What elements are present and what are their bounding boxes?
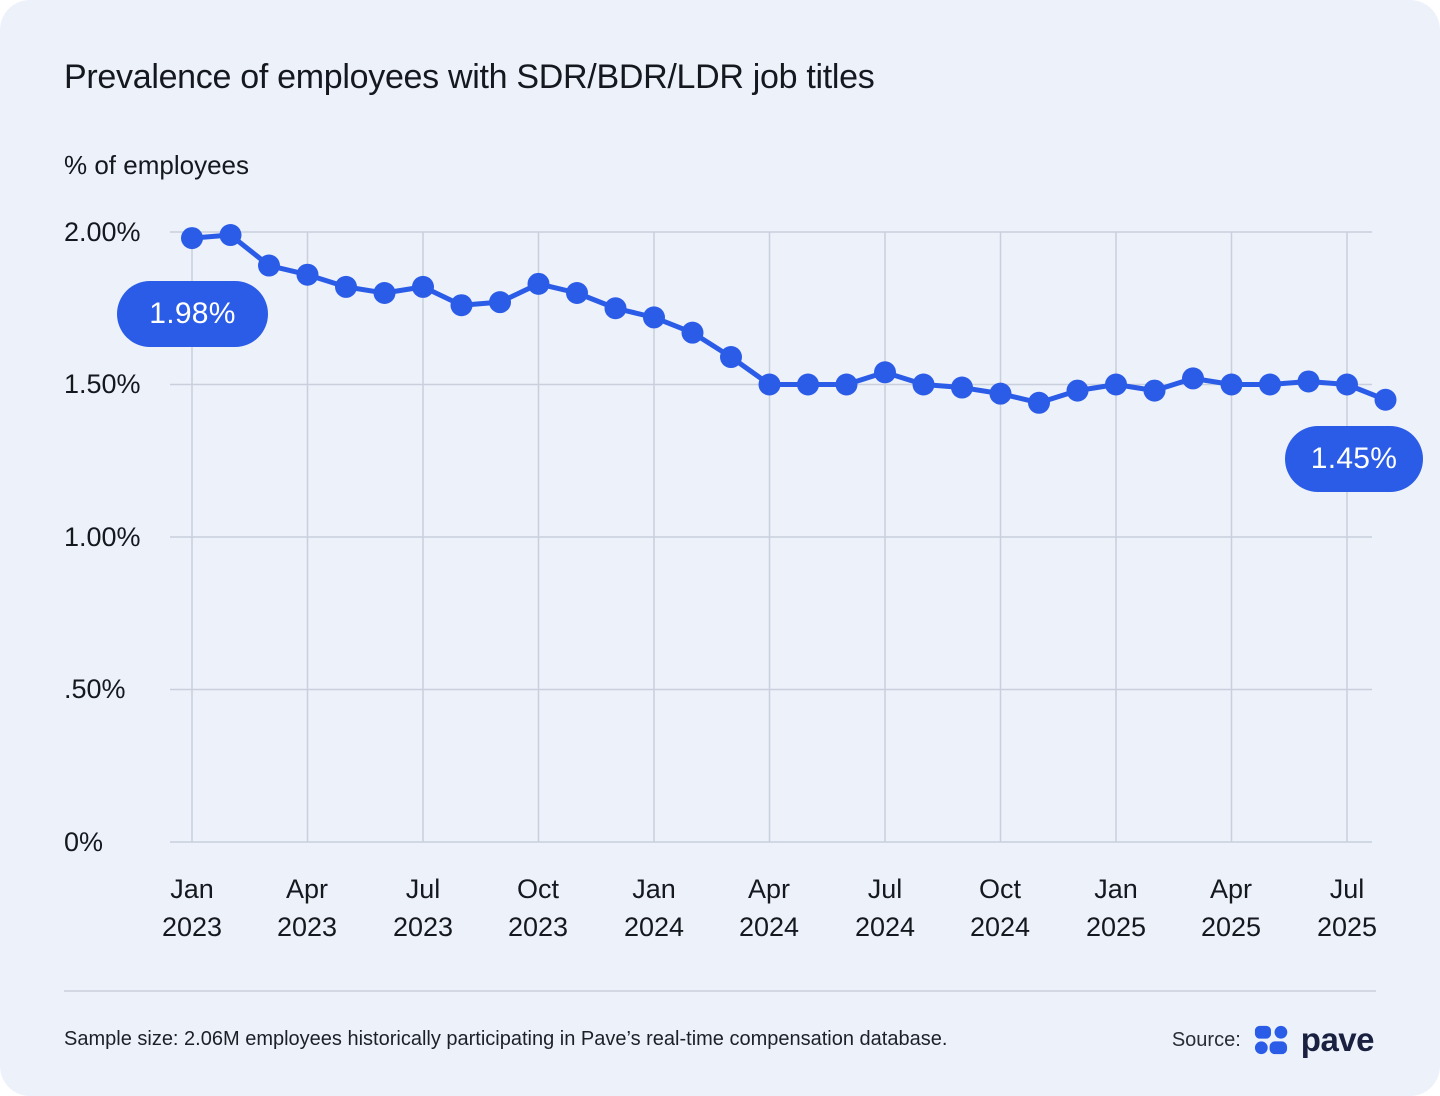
- x-tick-label: Jan 2023: [161, 874, 223, 942]
- page-title: Prevalence of employees with SDR/BDR/LDR…: [64, 58, 875, 96]
- y-axis-unit-label: % of employees: [64, 150, 249, 180]
- x-tick-label: Jul 2024: [854, 874, 916, 942]
- data-label-first-value: 1.98%: [117, 281, 268, 347]
- data-point: [1297, 370, 1320, 393]
- data-point: [1105, 373, 1127, 396]
- data-point: [527, 272, 550, 295]
- data-point: [912, 373, 935, 396]
- x-tick-label: Jan 2025: [1085, 874, 1147, 942]
- data-point: [874, 361, 896, 384]
- data-point: [1336, 373, 1358, 396]
- data-point: [720, 346, 742, 369]
- data-point: [219, 224, 242, 247]
- data-point: [1259, 373, 1281, 396]
- data-point: [1374, 388, 1397, 411]
- data-point: [181, 227, 203, 250]
- data-point: [797, 373, 819, 396]
- data-point: [296, 263, 319, 286]
- y-tick-label: 1.50%: [64, 369, 141, 399]
- data-point: [258, 254, 280, 277]
- data-point: [1143, 379, 1166, 402]
- data-point: [1182, 367, 1204, 390]
- data-point: [412, 275, 434, 298]
- data-point: [450, 294, 473, 317]
- data-label-last-value: 1.45%: [1285, 426, 1423, 492]
- x-tick-label: Jan 2024: [623, 874, 685, 942]
- brand-wordmark: pave: [1300, 1021, 1375, 1058]
- x-tick-label: Oct 2024: [969, 874, 1031, 942]
- y-tick-label: 2.00%: [64, 217, 141, 247]
- data-point: [489, 291, 511, 314]
- data-point: [373, 282, 396, 304]
- data-point: [1028, 391, 1050, 414]
- gridlines: [170, 231, 1372, 843]
- data-point: [835, 373, 858, 396]
- y-tick-label: 1.00%: [64, 522, 141, 552]
- x-tick-label: Apr 2023: [276, 874, 338, 942]
- data-point: [951, 376, 973, 399]
- x-tick-label: Apr 2025: [1200, 874, 1262, 942]
- data-point: [681, 321, 704, 344]
- data-point: [335, 275, 357, 298]
- source-label: Source:: [1171, 1028, 1241, 1051]
- data-point: [643, 306, 665, 329]
- pave-logo-icon: [1254, 1025, 1288, 1055]
- data-point: [604, 297, 627, 320]
- data-point: [1066, 379, 1089, 402]
- x-tick-label: Jul 2023: [392, 874, 454, 942]
- x-tick-label: Jul 2025: [1316, 874, 1378, 942]
- data-point: [989, 382, 1012, 405]
- data-point: [758, 373, 781, 396]
- x-tick-label: Oct 2023: [507, 874, 569, 942]
- data-point: [1220, 373, 1243, 396]
- data-point: [566, 282, 588, 304]
- footer-divider: [64, 990, 1376, 992]
- y-tick-label: .50%: [64, 674, 126, 704]
- source-attribution: Source: pave: [1171, 1018, 1375, 1062]
- y-tick-label: 0%: [64, 827, 104, 857]
- x-tick-label: Apr 2024: [738, 874, 800, 942]
- trend-line: [189, 232, 1388, 406]
- sample-size-note: Sample size: 2.06M employees historicall…: [64, 1028, 948, 1050]
